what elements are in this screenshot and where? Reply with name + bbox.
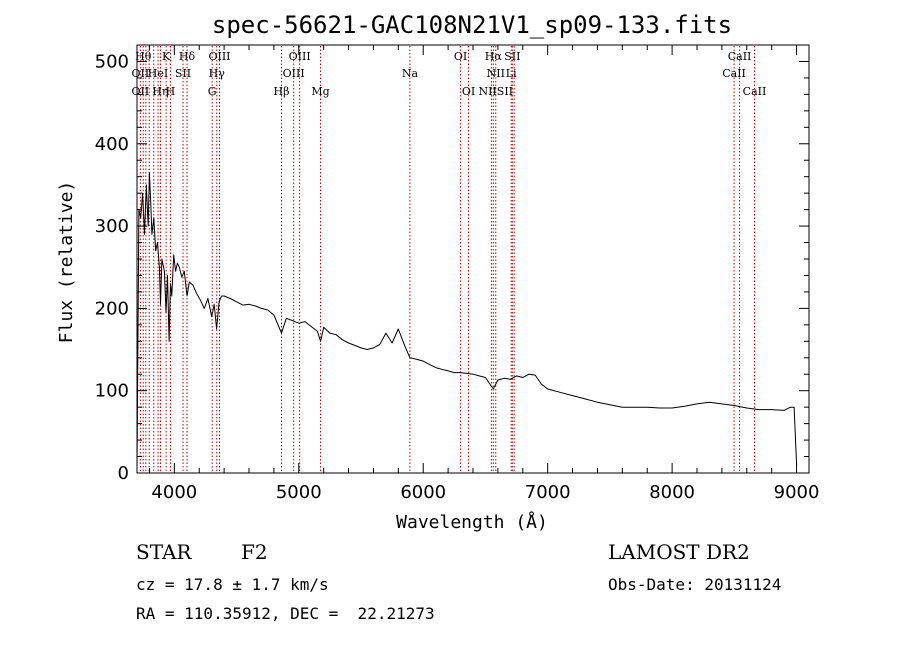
chart-title: spec-56621-GAC108N21V1_sp09-133.fits xyxy=(212,11,732,39)
line-marker-label: Na xyxy=(402,67,419,80)
line-marker-label: HeI xyxy=(148,67,168,80)
object-subclass: F2 xyxy=(241,540,268,564)
line-marker-label: Li xyxy=(506,67,517,80)
line-marker-label: NIISII xyxy=(478,85,513,98)
x-tick-label: 9000 xyxy=(774,482,820,503)
line-marker-label: OI xyxy=(462,85,475,98)
line-marker-label: Hγ xyxy=(209,67,226,80)
x-tick-label: 8000 xyxy=(649,482,695,503)
line-marker-label: K xyxy=(162,50,171,63)
line-marker-label: NII xyxy=(487,67,505,80)
line-marker-label: CaII xyxy=(743,85,767,98)
y-tick-label: 500 xyxy=(95,51,129,72)
y-tick-label: 0 xyxy=(118,463,129,484)
line-marker-label: Mg xyxy=(311,85,329,98)
line-marker-label: OII xyxy=(132,85,150,98)
y-tick-label: 100 xyxy=(95,381,129,402)
line-marker-label: Hα xyxy=(485,50,503,63)
redshift-text: cz = 17.8 ± 1.7 km/s xyxy=(136,575,329,594)
line-marker-label: OII xyxy=(132,67,150,80)
line-marker-label: CaII xyxy=(728,50,752,63)
spectrum-line xyxy=(136,172,798,469)
y-tick-label: 400 xyxy=(95,134,129,155)
line-marker-label: CaII xyxy=(722,67,746,80)
line-marker-label: Hη xyxy=(152,85,168,98)
line-marker-label: H xyxy=(166,85,176,98)
line-marker-label: Hθ xyxy=(135,50,152,63)
line-markers xyxy=(139,46,755,472)
line-marker-label: SII xyxy=(175,67,191,80)
y-tick-label: 300 xyxy=(95,216,129,237)
y-axis: 0 100 200 300 400 500 xyxy=(95,51,809,484)
x-tick-label: 4000 xyxy=(151,482,197,503)
y-axis-label: Flux (relative) xyxy=(56,181,77,344)
y-tick-label: 200 xyxy=(95,298,129,319)
line-marker-label: Hβ xyxy=(274,85,290,98)
x-axis: 4000 5000 6000 7000 8000 9000 xyxy=(148,45,820,503)
x-axis-label: Wavelength (Å) xyxy=(396,511,548,533)
x-tick-label: 7000 xyxy=(525,482,571,503)
x-tick-label: 6000 xyxy=(400,482,446,503)
line-marker-label: OIII xyxy=(283,67,305,80)
line-marker-label: Hδ xyxy=(179,50,196,63)
line-marker-label: SII xyxy=(504,50,520,63)
object-class: STAR xyxy=(136,540,192,564)
coordinates-text: RA = 110.35912, DEC = 22.21273 xyxy=(136,604,435,623)
obs-date-text: Obs-Date: 20131124 xyxy=(608,575,781,594)
line-marker-label: OIII xyxy=(289,50,311,63)
survey-name: LAMOST DR2 xyxy=(608,540,750,564)
x-tick-label: 5000 xyxy=(276,482,322,503)
spectrum-series xyxy=(136,172,798,469)
plot-frame xyxy=(136,44,810,474)
line-marker-label: G xyxy=(208,85,217,98)
line-marker-label: OI xyxy=(454,50,467,63)
line-marker-label: OIII xyxy=(208,50,230,63)
